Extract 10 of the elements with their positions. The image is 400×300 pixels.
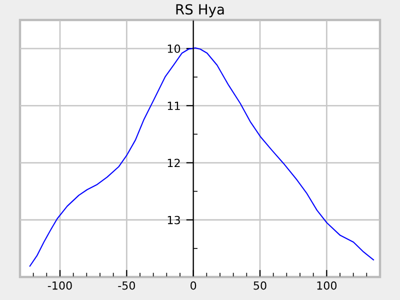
y-tick-label: 13 — [168, 216, 180, 224]
y-tick-label: 12 — [168, 158, 180, 167]
y-tick-label: 11 — [168, 102, 180, 110]
x-tick-label: -100 — [48, 281, 72, 290]
x-tick-label: 50 — [254, 281, 266, 290]
chart-title: RS Hya — [176, 4, 224, 18]
x-tick-label: -50 — [118, 281, 136, 290]
y-tick-label: 10 — [168, 44, 180, 53]
x-tick-label: 100 — [317, 281, 337, 290]
x-tick-label: 0 — [190, 281, 196, 290]
